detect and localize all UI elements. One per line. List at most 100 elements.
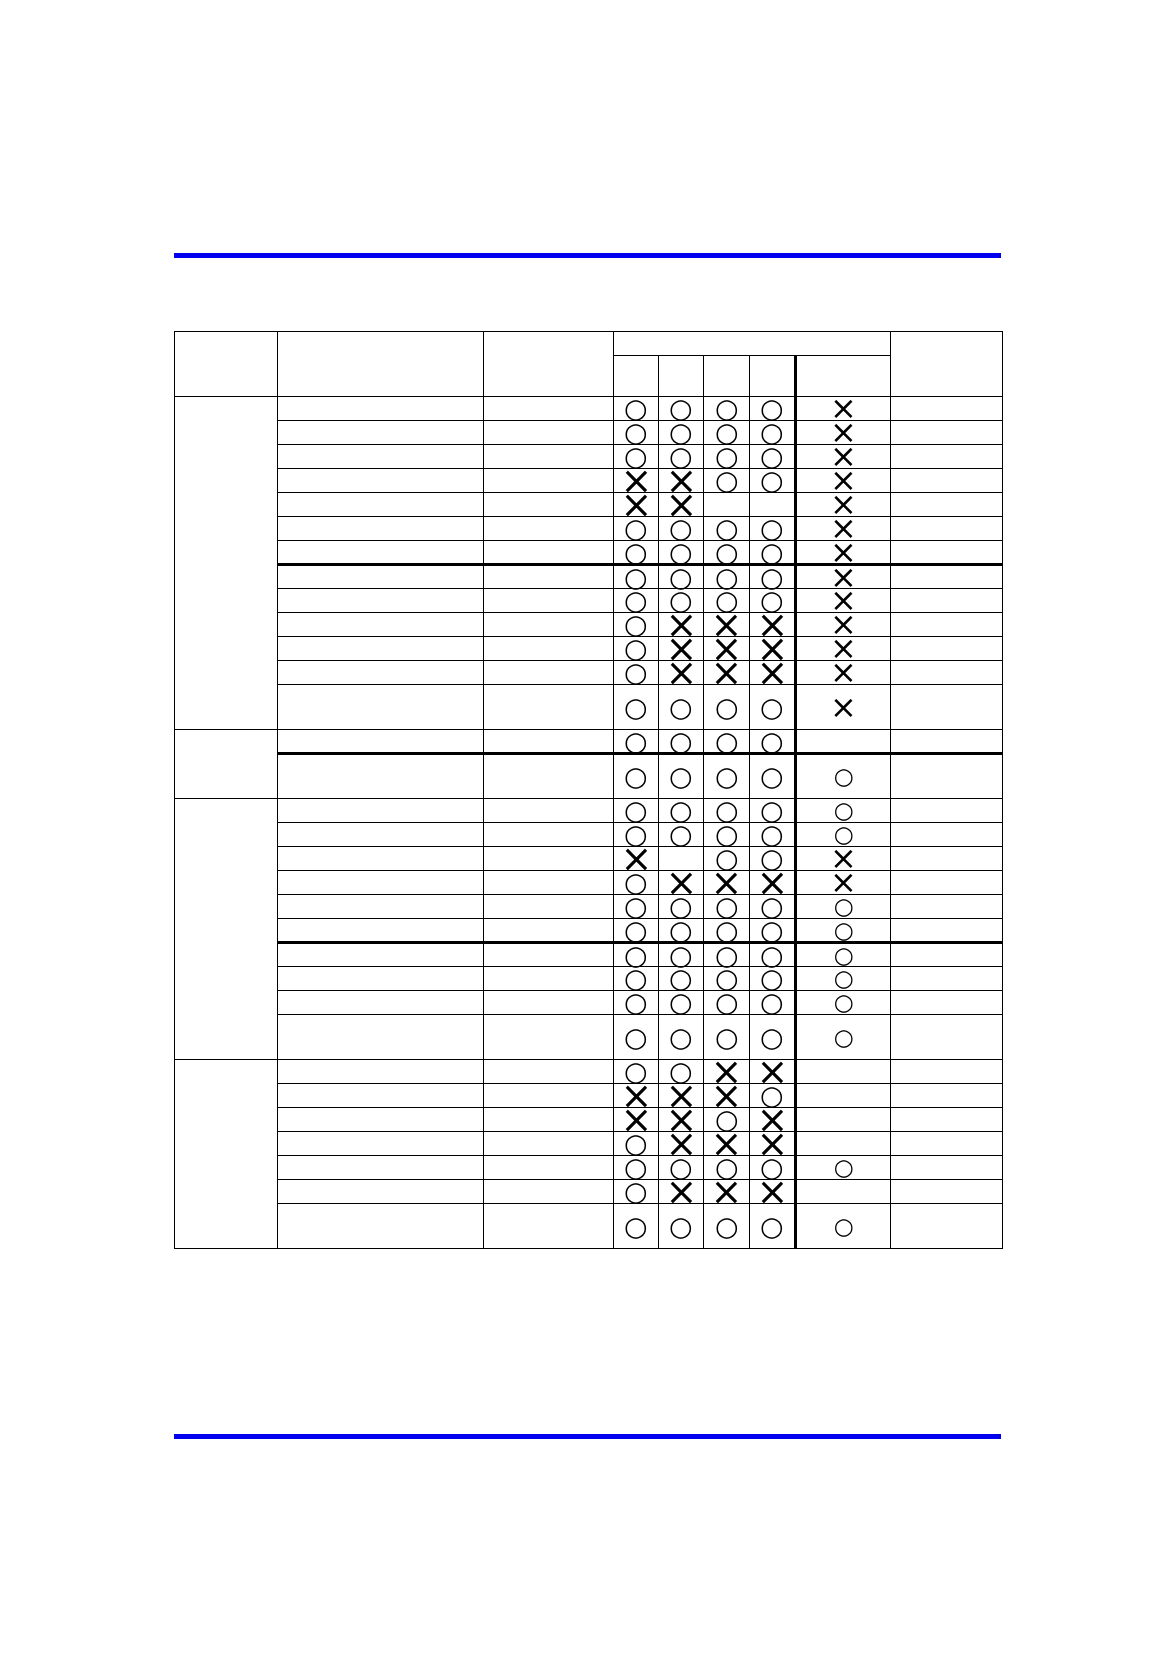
cross-icon: × xyxy=(756,625,788,671)
detail-label-cell xyxy=(483,1155,614,1180)
cross-icon: × xyxy=(830,604,857,644)
cross-mark-cell: × xyxy=(793,866,892,898)
circle-icon: ○ xyxy=(714,391,739,425)
cross-mark-cell: × xyxy=(749,1100,796,1138)
circle-icon: ○ xyxy=(624,583,648,617)
empty-mark-cell xyxy=(793,1179,892,1204)
circle-icon: ○ xyxy=(833,892,854,920)
circle-icon: ○ xyxy=(669,1054,693,1088)
circle-mark-cell: ○ xyxy=(749,797,796,824)
cross-mark-cell: × xyxy=(749,1172,796,1210)
circle-mark-cell: ○ xyxy=(658,727,704,755)
cross-icon: × xyxy=(710,601,743,647)
detail-label-cell xyxy=(483,870,614,895)
circle-icon: ○ xyxy=(714,913,739,946)
cross-icon: × xyxy=(710,625,743,671)
table-row: ○ × × × × xyxy=(175,605,1004,643)
circle-icon: ○ xyxy=(624,690,648,723)
circle-mark-cell: ○ xyxy=(703,419,750,446)
circle-mark-cell: ○ xyxy=(658,1150,704,1184)
detail-label-cell xyxy=(483,798,614,823)
circle-icon: ○ xyxy=(714,759,739,793)
circle-icon: ○ xyxy=(760,1209,784,1242)
circle-icon: ○ xyxy=(714,690,739,723)
circle-mark-cell: ○ xyxy=(613,1178,659,1205)
circle-mark-cell: ○ xyxy=(749,893,796,920)
matrix-body: ○ ○ ○ ○ × ○ ○ ○ ○ × ○ ○ ○ ○ × × × ○ ○ × × × × ○ ○ ○ ○ × ○ ○ ○ ○ × ○ ○ ○ ○ × ○ ○… xyxy=(174,391,1004,1249)
remarks-cell xyxy=(890,468,1004,493)
item-label-cell xyxy=(277,1014,484,1060)
circle-icon: ○ xyxy=(669,583,693,617)
detail-label-cell xyxy=(483,516,614,541)
circle-mark-cell: ○ xyxy=(793,915,892,944)
circle-mark-cell: ○ xyxy=(793,892,892,920)
cross-icon: × xyxy=(830,436,857,476)
detail-label-cell xyxy=(483,1059,614,1084)
circle-mark-cell: ○ xyxy=(613,538,659,566)
item-label-cell xyxy=(277,894,484,919)
table-row: × ○ ○ × xyxy=(175,839,1004,877)
empty-mark-cell xyxy=(793,1131,892,1156)
cross-mark-cell: × xyxy=(793,584,892,616)
circle-icon: ○ xyxy=(714,560,739,593)
header-cell-group-span xyxy=(612,331,892,356)
cross-mark-cell: × xyxy=(793,536,892,568)
header-cell-category xyxy=(174,331,278,397)
detail-label-cell xyxy=(483,420,614,445)
circle-mark-cell: ○ xyxy=(613,913,659,946)
circle-mark-cell: ○ xyxy=(613,560,659,593)
cross-icon: × xyxy=(830,508,857,548)
circle-icon: ○ xyxy=(714,938,739,971)
table-row: ○ ○ ○ ○ ○ xyxy=(175,889,1004,923)
circle-mark-cell: ○ xyxy=(749,841,796,875)
circle-icon: ○ xyxy=(714,793,739,827)
circle-icon: ○ xyxy=(760,463,784,497)
circle-icon: ○ xyxy=(833,915,854,944)
item-label-cell xyxy=(277,846,484,871)
circle-icon: ○ xyxy=(624,913,648,946)
circle-mark-cell: ○ xyxy=(749,463,796,497)
circle-icon: ○ xyxy=(624,560,648,593)
circle-icon: ○ xyxy=(833,1022,854,1051)
circle-icon: ○ xyxy=(760,511,784,545)
circle-icon: ○ xyxy=(669,1150,693,1184)
circle-mark-cell: ○ xyxy=(658,538,704,566)
circle-mark-cell: ○ xyxy=(613,961,659,995)
item-label-cell xyxy=(277,420,484,445)
circle-icon: ○ xyxy=(624,961,648,995)
circle-icon: ○ xyxy=(714,1102,739,1136)
remarks-cell xyxy=(890,588,1004,613)
cross-mark-cell: × xyxy=(793,656,892,688)
item-label-cell xyxy=(277,870,484,895)
circle-mark-cell: ○ xyxy=(613,1203,659,1249)
circle-icon: ○ xyxy=(624,1209,648,1242)
cross-icon: × xyxy=(830,580,857,620)
remarks-cell xyxy=(890,684,1004,730)
item-label-cell xyxy=(277,1107,484,1132)
cross-mark-cell: × xyxy=(703,863,750,901)
circle-icon: ○ xyxy=(714,724,739,757)
remarks-cell xyxy=(890,564,1004,589)
cross-icon: × xyxy=(830,862,857,902)
item-label-cell xyxy=(277,1179,484,1204)
remarks-cell xyxy=(890,636,1004,661)
circle-mark-cell: ○ xyxy=(613,941,659,968)
circle-mark-cell: ○ xyxy=(703,467,750,494)
circle-mark-cell: ○ xyxy=(703,538,750,566)
circle-icon: ○ xyxy=(669,889,693,923)
remarks-cell xyxy=(890,870,1004,895)
cross-icon: × xyxy=(710,649,743,695)
detail-label-cell xyxy=(483,942,614,967)
detail-label-cell xyxy=(483,660,614,685)
detail-label-cell xyxy=(483,1203,614,1249)
circle-icon: ○ xyxy=(624,817,648,851)
detail-label-cell xyxy=(483,1014,614,1060)
remarks-cell xyxy=(890,1203,1004,1249)
circle-mark-cell: ○ xyxy=(749,684,796,730)
circle-mark-cell: ○ xyxy=(749,821,796,848)
circle-icon: ○ xyxy=(760,759,784,793)
detail-label-cell xyxy=(483,444,614,469)
remarks-cell xyxy=(890,822,1004,847)
circle-icon: ○ xyxy=(760,841,784,875)
